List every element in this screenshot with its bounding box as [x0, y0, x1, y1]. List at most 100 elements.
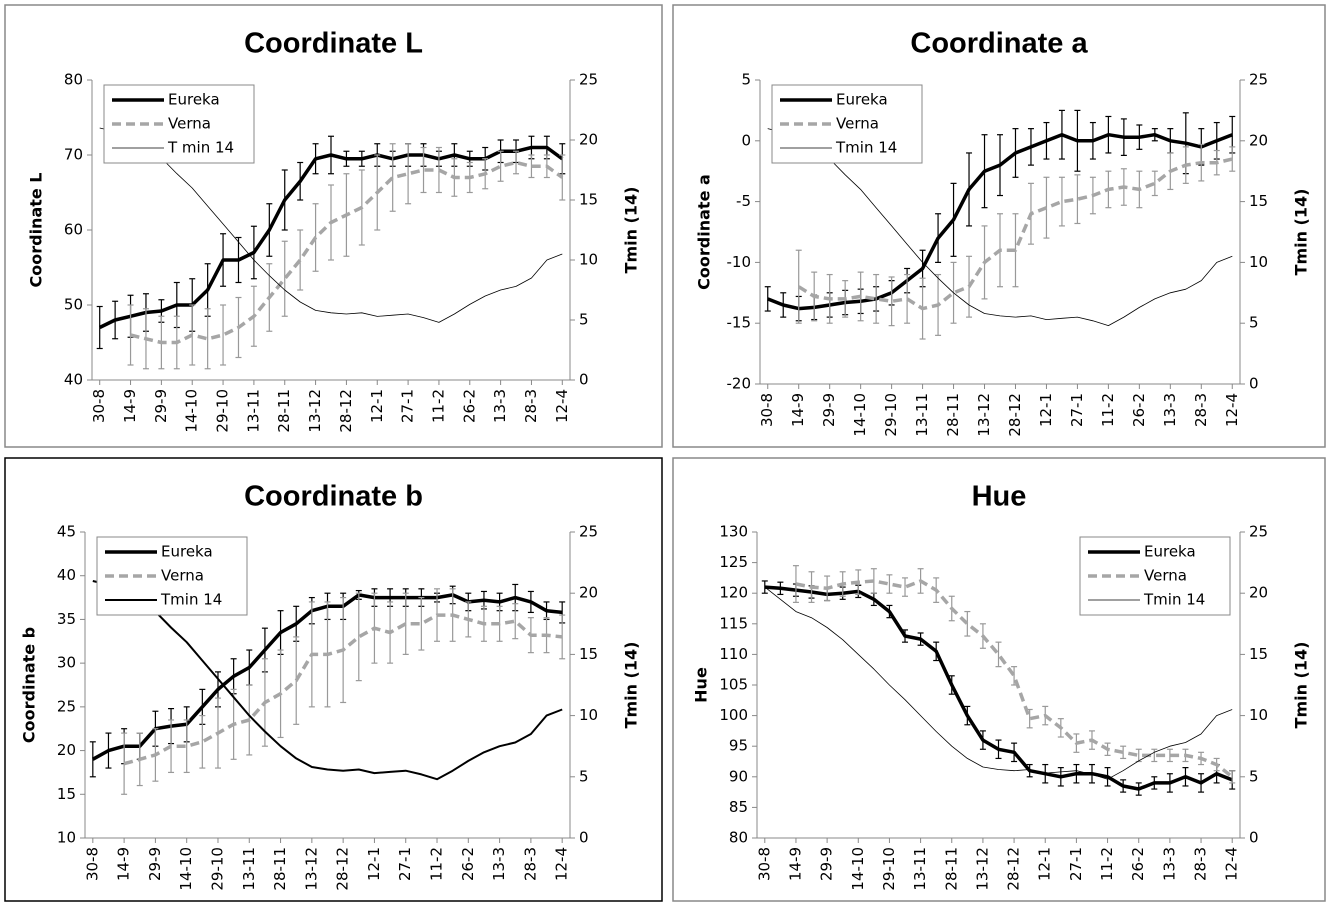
y-tick-label: 90: [729, 767, 748, 785]
x-tick-label: 29-10: [214, 389, 232, 433]
x-tick-label: 26-2: [1130, 393, 1148, 427]
x-tick-label: 11-2: [1099, 393, 1117, 427]
x-tick-label: 13-12: [973, 847, 991, 891]
y2-tick-label: 5: [1249, 767, 1259, 785]
x-tick-label: 13-3: [1161, 393, 1179, 427]
y2-axis-label: Tmin (14): [622, 187, 641, 274]
y2-axis-label: Tmin (14): [1292, 189, 1311, 276]
x-tick-label: 29-10: [880, 847, 898, 891]
x-tick-label: 26-2: [460, 389, 478, 423]
y-tick-label: 100: [719, 706, 748, 724]
x-tick-label: 27-1: [1068, 393, 1086, 427]
x-tick-label: 14-10: [851, 393, 869, 437]
error-bar: [497, 150, 504, 182]
y-tick-label: 60: [64, 221, 83, 239]
x-tick-label: 13-11: [911, 847, 929, 891]
y2-axis-label: Tmin (14): [622, 642, 641, 729]
y2-tick-label: 25: [579, 523, 598, 541]
x-tick-label: 29-9: [146, 847, 164, 881]
legend-label: T min 14: [167, 139, 234, 157]
y2-tick-label: 20: [579, 584, 598, 602]
y-tick-label: 110: [719, 645, 748, 663]
series-line: [99, 127, 563, 323]
series-line: [130, 160, 564, 345]
legend-label: Eureka: [161, 543, 213, 561]
y-tick-label: 40: [64, 371, 83, 389]
y2-axis-label: Tmin (14): [1292, 642, 1311, 729]
x-tick-label: 28-3: [522, 389, 540, 423]
panel-border: [672, 457, 1326, 902]
x-tick-label: 28-12: [1006, 393, 1024, 437]
x-tick-label: 14-9: [121, 389, 139, 423]
y2-tick-label: 10: [1249, 706, 1268, 724]
y2-tick-label: 20: [1249, 584, 1268, 602]
y2-tick-label: 20: [1249, 131, 1268, 149]
y-tick-label: 50: [64, 296, 83, 314]
error-bar: [857, 271, 864, 322]
error-bar: [1151, 748, 1158, 763]
error-bar: [528, 154, 535, 179]
x-tick-label: 12-4: [553, 847, 571, 881]
x-tick-label: 14-9: [789, 393, 807, 427]
y-tick-label: 40: [57, 566, 76, 584]
error-bar: [1074, 174, 1081, 225]
legend-label: Eureka: [168, 91, 220, 109]
series-line: [797, 157, 1233, 311]
y-axis-label: Coordinate b: [20, 627, 39, 743]
error-bar: [792, 565, 799, 603]
x-tick-label: 28-11: [944, 393, 962, 437]
y2-tick-label: 0: [1249, 375, 1259, 393]
panel-border: [672, 4, 1326, 448]
y-tick-label: -10: [727, 253, 752, 271]
legend-label: Verna: [1144, 567, 1187, 585]
x-tick-label: 26-2: [459, 847, 477, 881]
y-tick-label: 80: [64, 71, 83, 89]
x-tick-label: 28-12: [1005, 847, 1023, 891]
y2-tick-label: 15: [1249, 645, 1268, 663]
chart-title: Hue: [972, 481, 1027, 513]
x-tick-label: 28-12: [337, 389, 355, 433]
x-tick-label: 14-9: [115, 847, 133, 881]
x-tick-label: 28-11: [271, 847, 289, 891]
x-tick-label: 29-9: [820, 393, 838, 427]
legend-label: Verna: [836, 115, 879, 133]
panel-border: [4, 4, 663, 448]
error-bar: [513, 150, 520, 175]
x-tick-label: 30-8: [758, 393, 776, 427]
error-bar: [183, 719, 190, 774]
x-tick-label: 13-11: [244, 389, 262, 433]
x-tick-label: 26-2: [1129, 847, 1147, 881]
x-tick-label: 11-2: [428, 847, 446, 881]
error-bar: [902, 577, 909, 597]
legend-label: Verna: [161, 567, 204, 585]
series-line: [767, 128, 1233, 326]
error-bar: [888, 276, 895, 327]
legend-label: Tmin 14: [160, 591, 222, 609]
y-tick-label: 120: [719, 584, 748, 602]
x-tick-label: 28-3: [1192, 393, 1210, 427]
error-bar: [1058, 176, 1065, 227]
x-tick-label: 29-9: [152, 389, 170, 423]
chart-title: Coordinate L: [244, 28, 423, 60]
x-tick-label: 13-12: [975, 393, 993, 437]
y-tick-label: -20: [727, 375, 752, 393]
x-tick-label: 13-12: [302, 847, 320, 891]
y2-tick-label: 25: [1249, 71, 1268, 89]
error-bar: [405, 143, 412, 205]
y-tick-label: 70: [64, 146, 83, 164]
legend-label: Tmin 14: [835, 139, 897, 157]
error-bar: [220, 304, 227, 366]
y2-tick-label: 20: [579, 131, 598, 149]
y2-tick-label: 5: [579, 311, 589, 329]
x-tick-label: 12-4: [1223, 847, 1241, 881]
series-line: [123, 613, 563, 766]
x-tick-label: 27-1: [396, 847, 414, 881]
x-tick-label: 13-12: [306, 389, 324, 433]
error-bar: [873, 273, 880, 324]
y-tick-label: 20: [57, 741, 76, 759]
error-bar: [402, 592, 409, 656]
error-bar: [761, 580, 768, 594]
x-tick-label: 12-1: [365, 847, 383, 881]
x-tick-label: 30-8: [83, 847, 101, 881]
